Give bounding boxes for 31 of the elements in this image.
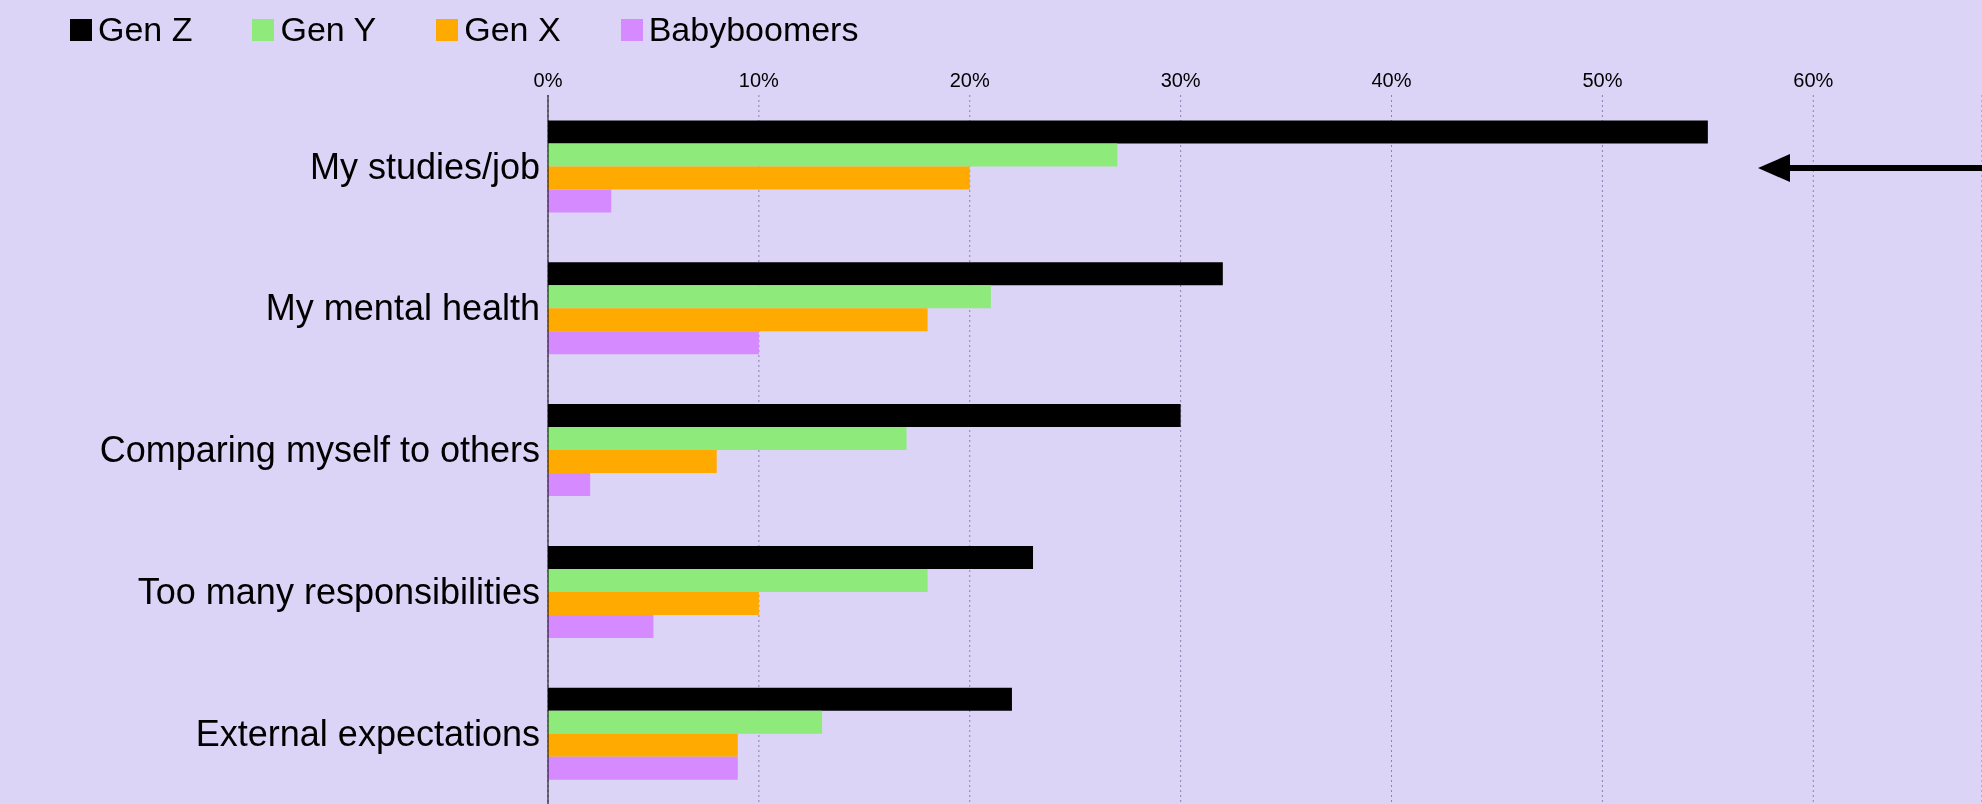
bar <box>548 756 738 780</box>
x-tick-label: 30% <box>1160 69 1201 91</box>
x-tick-label: 50% <box>1582 69 1623 91</box>
bar <box>548 189 612 213</box>
y-tick-label: Too many responsibilities <box>137 571 540 613</box>
x-tick-label: 60% <box>1793 69 1834 91</box>
bar <box>548 591 759 615</box>
y-tick-label: Comparing myself to others <box>99 429 540 471</box>
bar <box>548 473 591 497</box>
bar <box>548 285 991 309</box>
bar <box>548 614 654 638</box>
bar <box>548 568 928 592</box>
bar <box>548 427 907 451</box>
y-tick-label: My mental health <box>265 287 540 329</box>
x-tick-label: 0% <box>533 69 563 91</box>
y-tick-label: My studies/job <box>309 145 540 187</box>
legend-label: Gen Z <box>98 10 193 49</box>
x-tick-label: 10% <box>738 69 780 91</box>
y-tick-label: External expectations <box>195 712 540 754</box>
x-tick-label: 40% <box>1371 69 1412 91</box>
bar <box>548 166 970 190</box>
legend-label: Gen Y <box>280 10 377 49</box>
bar <box>548 331 759 355</box>
bar <box>548 710 823 734</box>
bar <box>548 143 1118 167</box>
bar <box>548 450 717 474</box>
x-tick-label: 20% <box>949 69 990 91</box>
legend-label: Babyboomers <box>648 10 859 49</box>
bar <box>548 308 928 332</box>
bar <box>548 733 738 757</box>
legend-label: Gen X <box>464 10 561 49</box>
